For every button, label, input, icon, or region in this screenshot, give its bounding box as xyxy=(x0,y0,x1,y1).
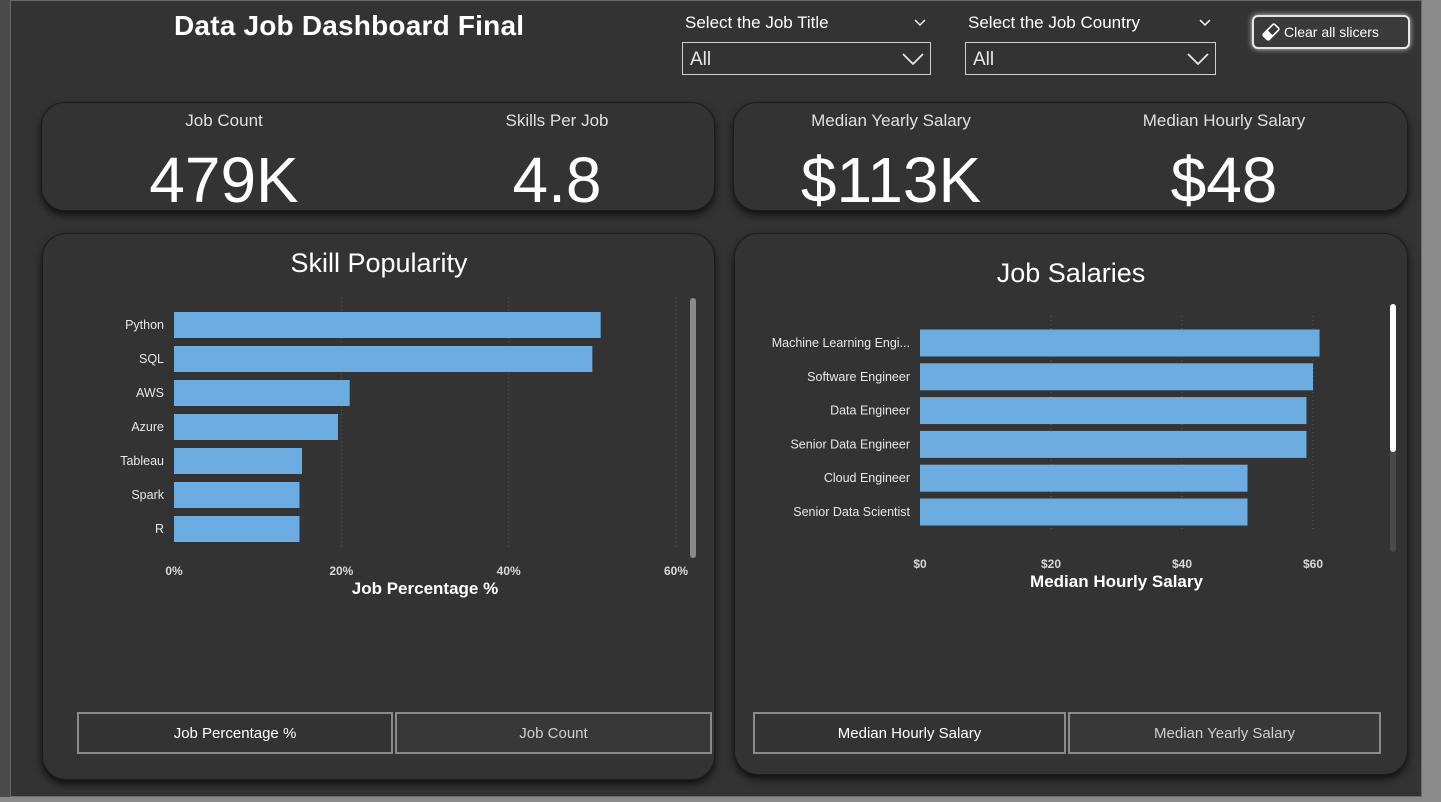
skill-chart-x-tick-label: 0% xyxy=(165,564,183,578)
skill-chart-category-label: Tableau xyxy=(120,454,164,468)
salary-chart-x-tick-label: $40 xyxy=(1172,557,1192,571)
job-country-selected-value: All xyxy=(973,49,995,70)
salary-chart-category-label: Machine Learning Engi... xyxy=(772,336,910,350)
job-salaries-chart: $0 $20 $40 $60 Machine Learning Engi... Softw… xyxy=(772,315,1323,591)
salary-chart-category-label: Senior Data Engineer xyxy=(790,437,910,451)
skill-popularity-chart: 0% 20% 40% 60% Python SQL AWS Azure Tableau Spark… xyxy=(120,297,688,598)
skill-popularity-title: Skill Popularity xyxy=(290,248,468,278)
median-hourly-salary-label: Median Hourly Salary xyxy=(1142,111,1306,130)
job-percentage-toggle-button[interactable]: Job Percentage % xyxy=(77,712,393,754)
skill-chart-category-label: R xyxy=(155,522,164,536)
eraser-icon xyxy=(1262,23,1280,41)
job-salaries-card: Job Salaries $0 $20 $40 $60 Machine Learning… xyxy=(734,233,1408,775)
salary-chart-category-label: Data Engineer xyxy=(830,404,910,418)
kpi-card-jobs: Job Count 479K Skills Per Job 4.8 xyxy=(41,102,715,216)
skill-chart-category-label: Python xyxy=(125,318,164,332)
skill-chart-category-label: SQL xyxy=(139,352,164,366)
salary-chart-bar[interactable] xyxy=(920,397,1307,425)
median-yearly-salary-toggle-button[interactable]: Median Yearly Salary xyxy=(1068,712,1381,754)
skill-chart-x-axis-title: Job Percentage % xyxy=(352,579,498,598)
skill-chart-x-tick-label: 20% xyxy=(329,564,353,578)
skill-chart-category-label: Azure xyxy=(131,420,164,434)
clear-slicers-button[interactable]: Clear all slicers xyxy=(1252,15,1410,49)
job-title-selected-value: All xyxy=(690,49,712,70)
kpi-card-salaries: Median Yearly Salary $113K Median Hourly… xyxy=(733,102,1408,216)
clear-slicers-label: Clear all slicers xyxy=(1284,24,1379,40)
skill-chart-bar[interactable] xyxy=(174,516,300,542)
skill-chart-bar[interactable] xyxy=(174,312,601,338)
job-country-slicer-label: Select the Job Country xyxy=(968,13,1140,32)
salary-chart-bar[interactable] xyxy=(920,430,1307,458)
salary-chart-bar[interactable] xyxy=(920,363,1313,391)
median-yearly-salary-value: $113K xyxy=(800,144,982,216)
skills-per-job-value: 4.8 xyxy=(512,144,602,216)
skill-popularity-card: Skill Popularity 0% 20% 40% 60% Python SQL AWS… xyxy=(42,233,715,780)
skill-chart-x-tick-label: 40% xyxy=(497,564,521,578)
chevron-down-icon xyxy=(1187,53,1209,66)
skill-chart-category-label: AWS xyxy=(136,386,164,400)
skill-chart-bar[interactable] xyxy=(174,414,338,440)
skill-chart-bar[interactable] xyxy=(174,346,593,372)
median-hourly-salary-toggle-button[interactable]: Median Hourly Salary xyxy=(753,712,1066,754)
job-title-dropdown[interactable]: All xyxy=(682,42,931,75)
job-salaries-title: Job Salaries xyxy=(996,258,1146,288)
job-count-toggle-button[interactable]: Job Count xyxy=(395,712,712,754)
salary-chart-x-axis-title: Median Hourly Salary xyxy=(1030,572,1203,591)
salary-chart-bar[interactable] xyxy=(920,498,1248,526)
skill-chart-bar[interactable] xyxy=(174,448,303,474)
salary-chart-category-label: Cloud Engineer xyxy=(824,471,910,485)
salary-chart-x-tick-label: $60 xyxy=(1303,557,1323,571)
skills-per-job-label: Skills Per Job xyxy=(505,111,609,130)
salary-chart-scroll-thumb[interactable] xyxy=(1390,304,1396,452)
skill-chart-scroll-thumb[interactable] xyxy=(690,298,696,558)
chevron-down-icon xyxy=(902,53,924,66)
salary-chart-x-tick-label: $20 xyxy=(1041,557,1061,571)
skill-chart-category-label: Spark xyxy=(131,488,164,502)
salary-chart-bar[interactable] xyxy=(920,464,1248,492)
job-country-dropdown[interactable]: All xyxy=(965,42,1216,75)
skill-chart-x-tick-label: 60% xyxy=(664,564,688,578)
page-title: Data Job Dashboard Final xyxy=(174,10,525,41)
median-hourly-salary-value: $48 xyxy=(1170,144,1278,216)
salary-chart-category-label: Software Engineer xyxy=(807,370,910,384)
median-yearly-salary-label: Median Yearly Salary xyxy=(811,111,971,130)
chevron-down-icon[interactable] xyxy=(913,16,927,30)
chevron-down-icon[interactable] xyxy=(1198,16,1212,30)
job-count-label: Job Count xyxy=(185,111,263,130)
window-edge-right xyxy=(1422,0,1441,802)
job-title-slicer-label: Select the Job Title xyxy=(685,13,829,32)
skill-chart-bar[interactable] xyxy=(174,380,350,406)
salary-chart-bar[interactable] xyxy=(920,329,1320,357)
salary-chart-category-label: Senior Data Scientist xyxy=(793,505,910,519)
window-edge-bottom xyxy=(0,797,1441,802)
salary-chart-x-tick-label: $0 xyxy=(913,557,927,571)
skill-chart-bar[interactable] xyxy=(174,482,300,508)
job-count-value: 479K xyxy=(149,144,299,216)
